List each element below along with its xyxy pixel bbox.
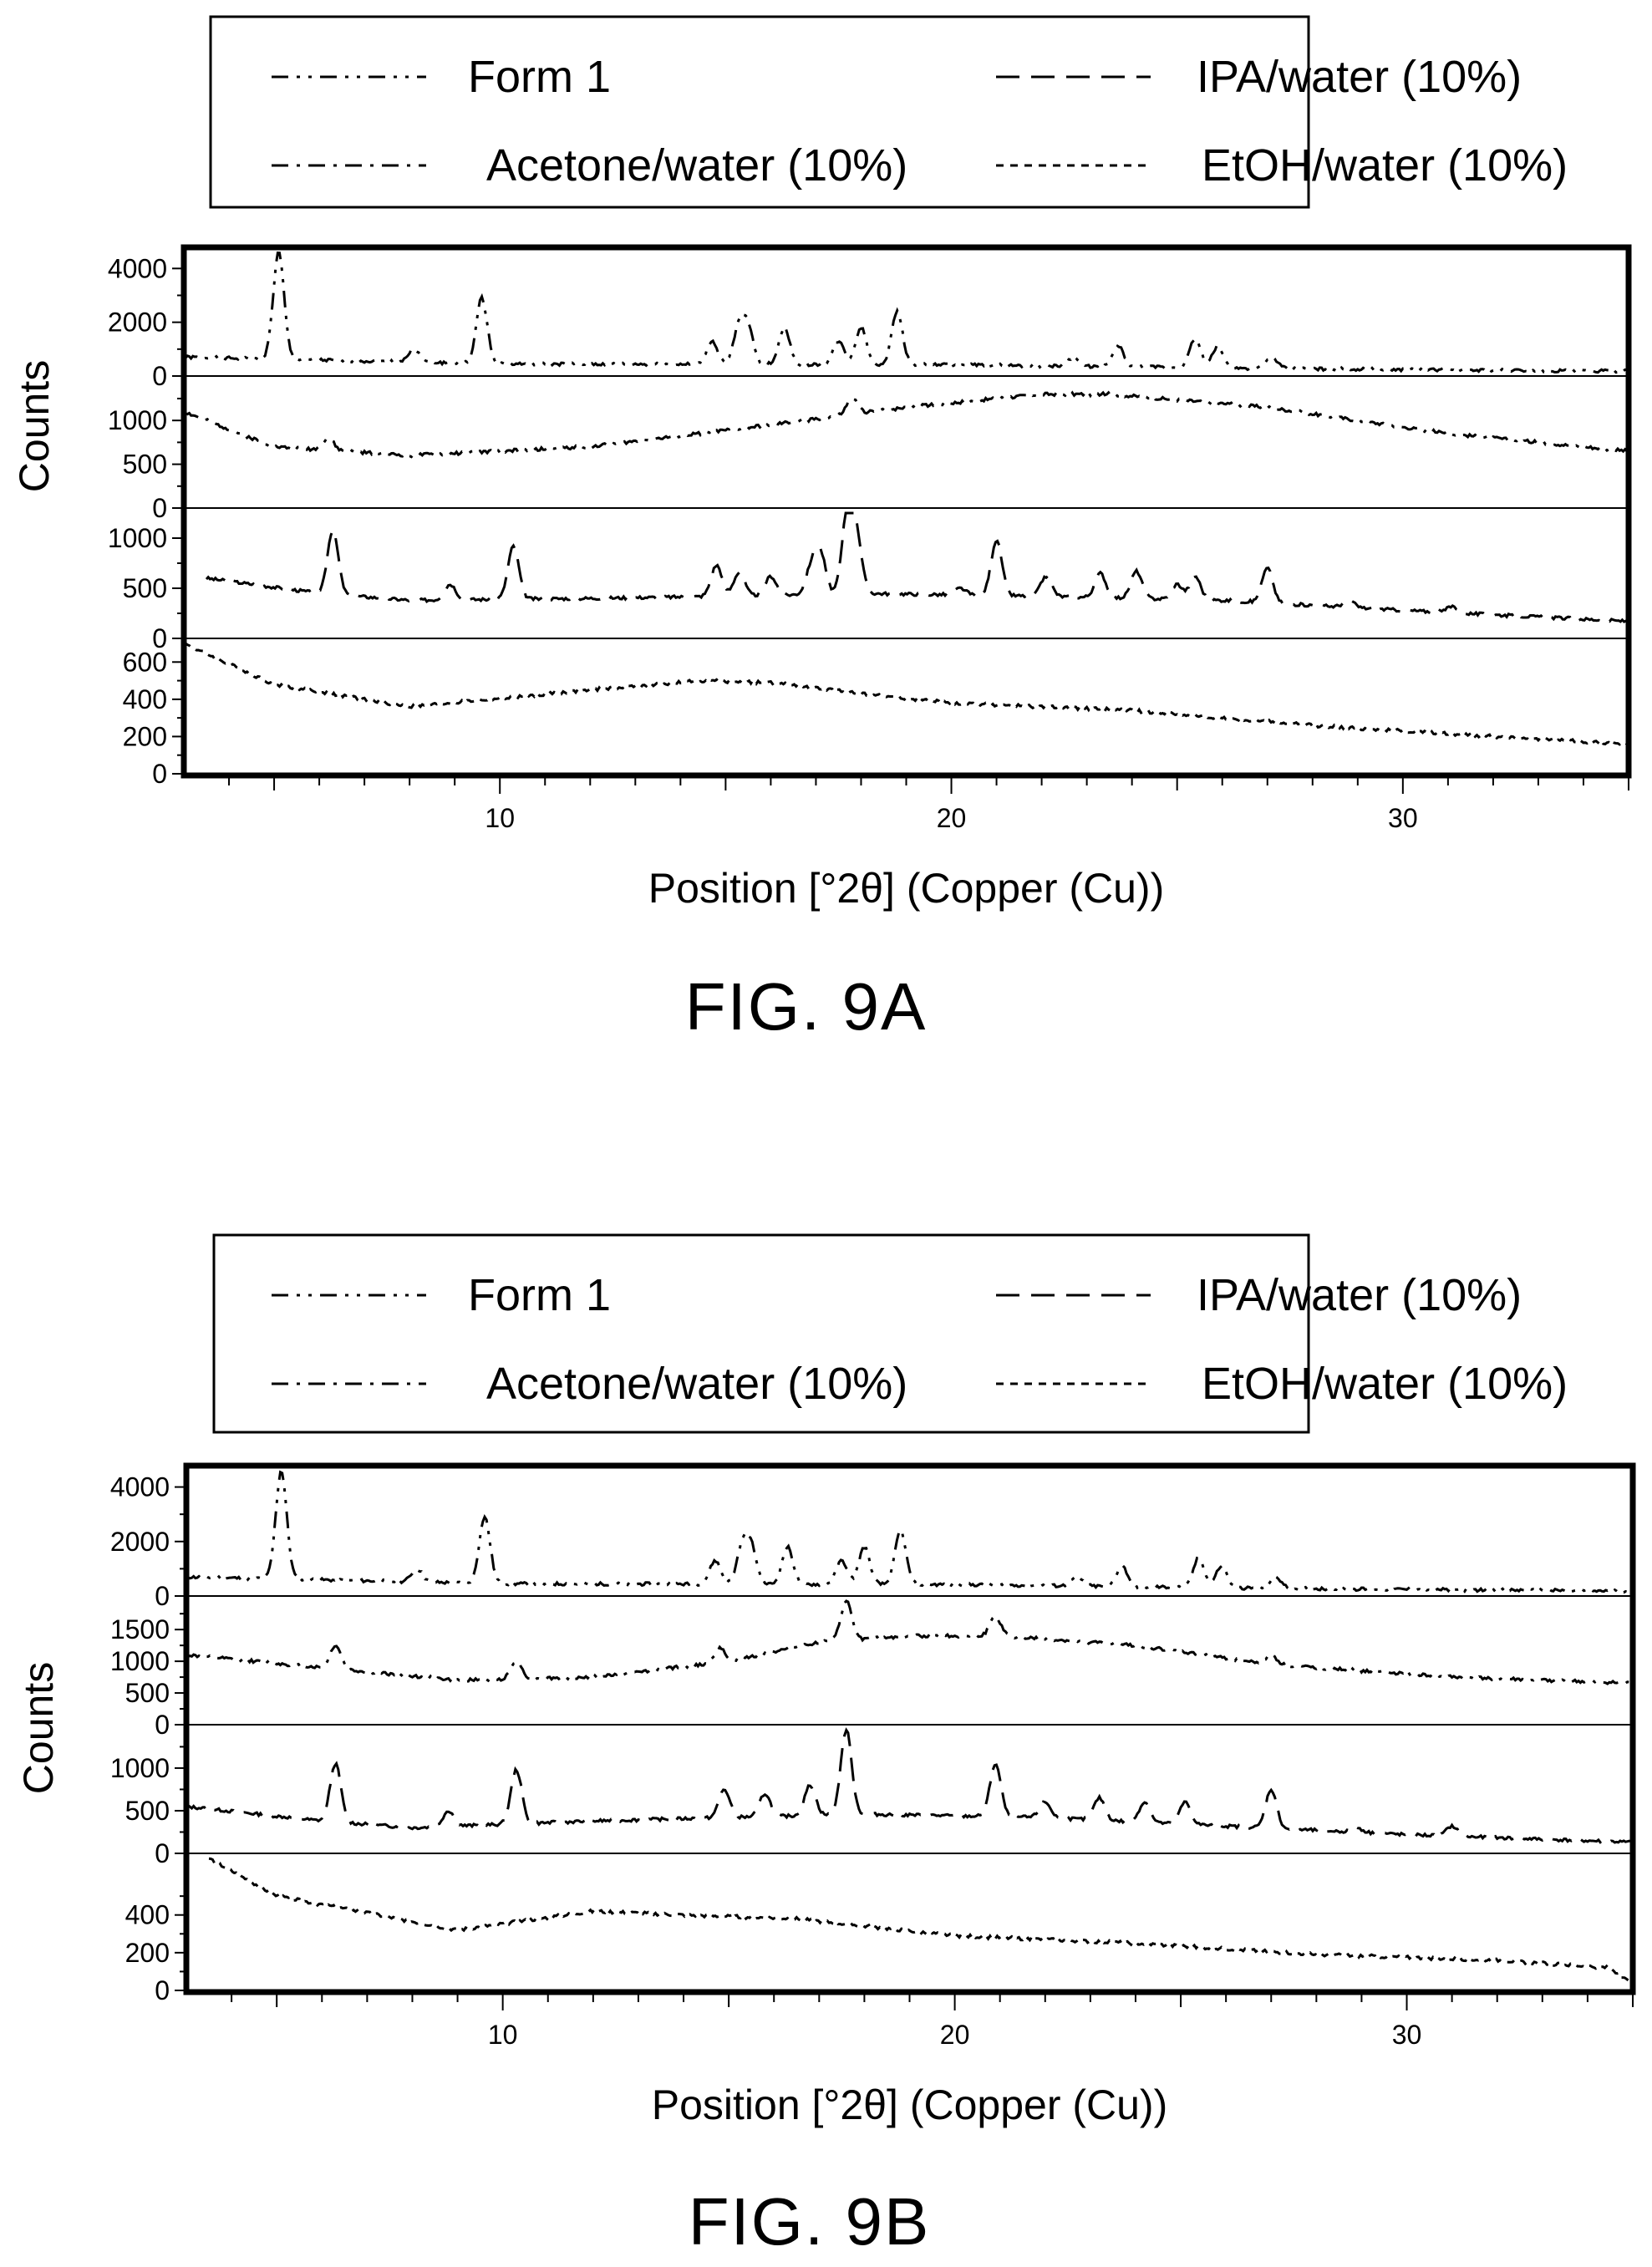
legend-entry: Acetone/water (10%) [486,140,907,191]
figure-9A: Form 1 IPA/water (10%) Acetone/water (10%)… [11,15,1632,1044]
x-axis-title: Position [°2θ] (Copper (Cu)) [652,2081,1167,2128]
legend: Form 1 IPA/water (10%) Acetone/water (10%)… [212,1233,1568,1434]
legend-entry: Form 1 [468,1270,611,1320]
figure-label: FIG. 9B [689,2184,931,2259]
legend-box [212,1233,1310,1434]
x-tick-label: 20 [937,803,967,833]
y-tick-label: 1000 [108,523,167,553]
y-tick-label: 2000 [108,308,167,338]
panel-ipa-water-10-: 0 500 1000 [108,511,1629,653]
x-tick-label: 10 [485,803,515,833]
y-tick-label: 1000 [110,1646,170,1676]
plot-frame [183,1462,1636,1995]
plot-frame [180,244,1632,779]
y-tick-label: 400 [123,684,167,714]
y-tick-label: 2000 [110,1527,170,1557]
y-tick-label: 500 [123,573,167,603]
x-axis-title: Position [°2θ] (Copper (Cu)) [648,865,1164,912]
y-tick-label: 500 [123,450,167,480]
panel-etoh-water-10-: 0 200 400 600 [123,642,1629,789]
legend-entry: Acetone/water (10%) [486,1359,907,1409]
y-tick-label: 600 [123,647,167,677]
figure-label: FIG. 9A [685,969,928,1044]
y-tick-label: 0 [155,1838,170,1868]
legend-box [209,15,1310,209]
series-line [205,511,1629,623]
y-tick-label: 400 [125,1900,170,1930]
y-axis-title: Counts [15,1662,62,1794]
series-line [183,390,1629,459]
y-tick-label: 0 [152,361,167,391]
y-tick-label: 1500 [110,1614,170,1644]
x-tick-label: 20 [940,2020,970,2050]
panel-ipa-water-10-: 0 500 1000 [110,1727,1634,1868]
y-tick-label: 1000 [110,1753,170,1783]
series-line [208,1857,1633,1987]
y-tick-label: 0 [152,493,167,523]
x-tick-label: 10 [488,2020,518,2050]
series-line [183,642,1629,747]
series-line [186,1727,1634,1845]
legend-entry: Form 1 [468,52,611,102]
y-tick-label: 0 [152,623,167,653]
y-tick-label: 4000 [108,253,167,283]
legend-entry: EtOH/water (10%) [1202,140,1568,191]
y-tick-label: 0 [155,1975,170,2005]
legend-entry: IPA/water (10%) [1197,52,1522,102]
y-tick-label: 200 [125,1938,170,1968]
x-tick-label: 30 [1392,2020,1422,2050]
legend: Form 1 IPA/water (10%) Acetone/water (10%)… [209,15,1568,209]
panel-acetone-water-10-: 0 500 1000 [108,390,1629,523]
series-line [185,1599,1634,1685]
x-tick-label: 30 [1388,803,1418,833]
figure-9B: Form 1 IPA/water (10%) Acetone/water (10%)… [15,1233,1636,2259]
y-tick-label: 200 [123,721,167,751]
y-tick-label: 4000 [110,1472,170,1502]
y-tick-label: 0 [155,1710,170,1740]
y-tick-label: 500 [125,1796,170,1826]
panel-form-1: 0 2000 4000 [108,252,1629,391]
legend-entry: EtOH/water (10%) [1202,1359,1568,1409]
y-tick-label: 1000 [108,405,167,435]
y-tick-label: 0 [155,1581,170,1611]
y-tick-label: 500 [125,1678,170,1708]
series-line [183,252,1629,374]
y-tick-label: 0 [152,759,167,789]
series-line [185,1470,1634,1594]
y-axis-title: Counts [11,360,58,492]
panel-etoh-water-10-: 0 200 400 [125,1857,1633,2005]
legend-entry: IPA/water (10%) [1197,1270,1522,1320]
panel-form-1: 0 2000 4000 [110,1470,1634,1611]
